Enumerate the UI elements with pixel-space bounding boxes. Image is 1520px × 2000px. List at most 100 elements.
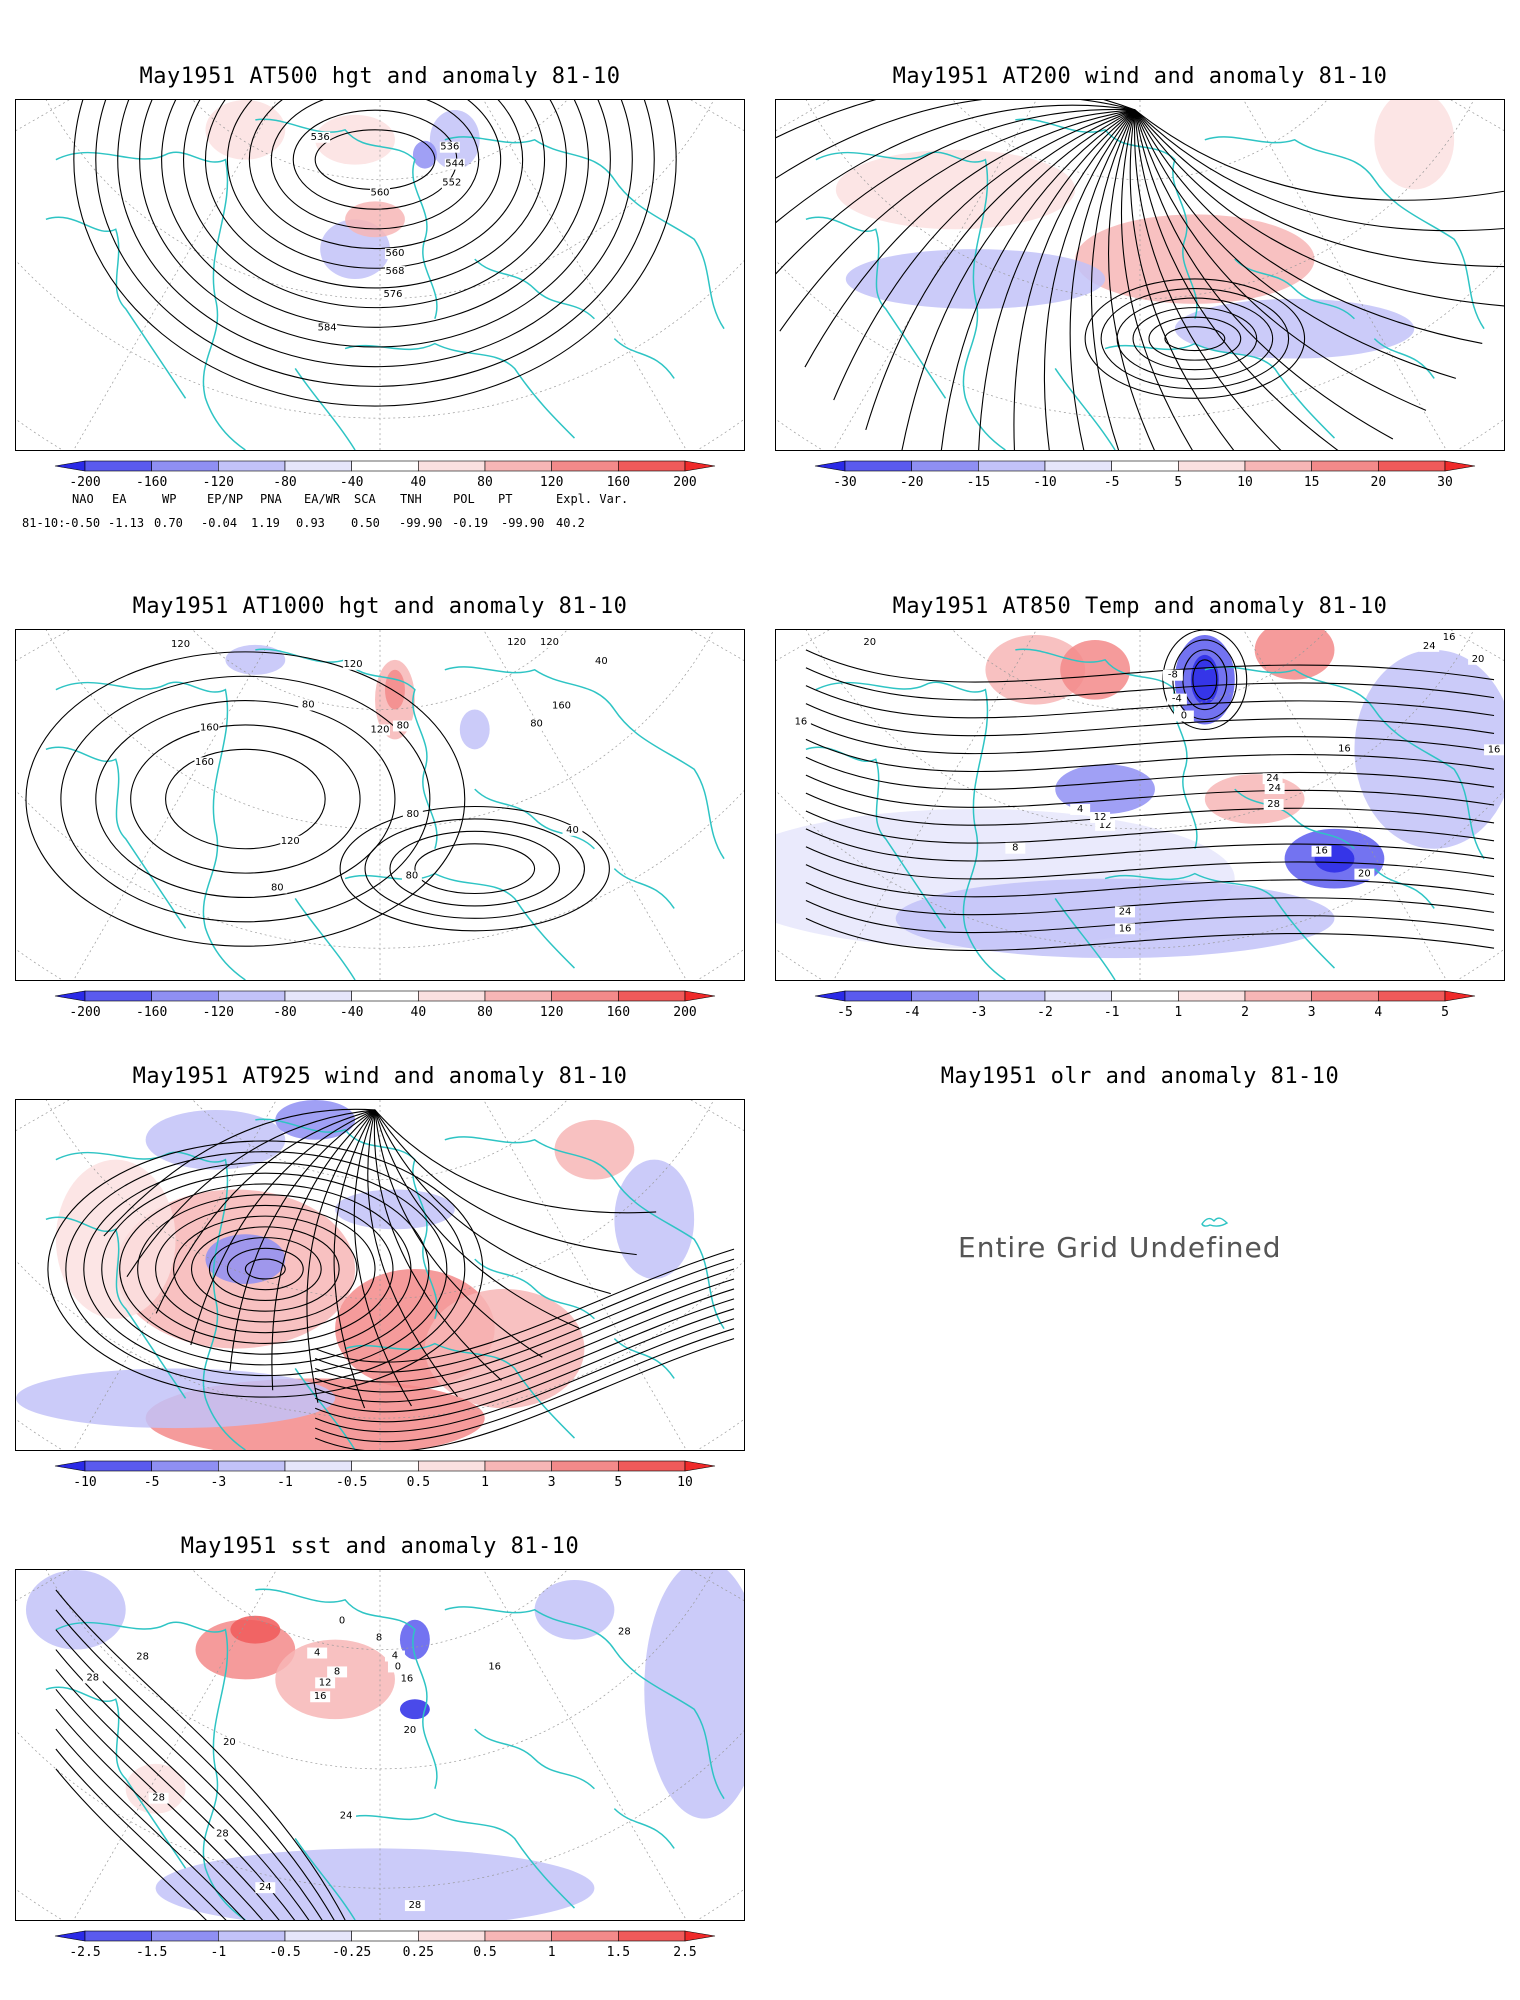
map-at925 [16, 1100, 744, 1450]
teleconnection-header: NAO [72, 492, 94, 506]
contour-label: -8 [1168, 670, 1178, 681]
teleconnection-header: EP/NP [207, 492, 244, 506]
colorbar-swatch [484, 990, 552, 1002]
contour-label: 28 [152, 1793, 165, 1804]
colorbar-tick-label: -10 [73, 1475, 96, 1490]
map-panel-at850: 20 16 16 12 8 4 -8 -4 0 16 24 24 28 24 16 12 16 20 24 20 16 [775, 629, 1505, 981]
contour-label: 20 [863, 637, 876, 648]
colorbar-tick-label: 2.5 [673, 1945, 696, 1960]
contour-label: 160 [552, 701, 571, 712]
anomaly-shading [145, 1109, 286, 1170]
colorbar-tick-label: -160 [136, 475, 167, 490]
colorbar-arrow-high [684, 1930, 716, 1942]
colorbar-tick-label: 160 [607, 1005, 630, 1020]
map-at200 [776, 100, 1504, 450]
contour-label: 20 [1358, 869, 1371, 880]
colorbar-swatch [84, 1460, 152, 1472]
colorbar-tick-label: 10 [1237, 475, 1253, 490]
contour-label: 16 [488, 1661, 501, 1672]
contour-label: 80 [302, 700, 315, 711]
anomaly-shading [16, 1368, 336, 1429]
contour-lines [55, 1589, 346, 1920]
colorbar-arrow-low [814, 990, 846, 1002]
colorbar-swatch [551, 1460, 619, 1472]
colorbar-swatch [151, 1930, 219, 1942]
coastline [45, 118, 725, 450]
colorbar-arrow-high [1444, 990, 1476, 1002]
colorbar-swatch [844, 990, 912, 1002]
contour-label: 4 [314, 1648, 320, 1659]
contour-label: 80 [271, 883, 284, 894]
colorbar-tick-label: -30 [833, 475, 856, 490]
colorbar-tick-label: -10 [1033, 475, 1056, 490]
colorbar-swatch [618, 1460, 686, 1472]
contour-label: 16 [1119, 923, 1132, 934]
colorbar-tick-label: -0.5 [336, 1475, 367, 1490]
colorbar-tick-label: 5 [614, 1475, 622, 1490]
anomaly-shading [315, 114, 395, 165]
colorbar-tick-label: 2 [1241, 1005, 1249, 1020]
map-panel-sst: 24 28 28 20 16 12 8 4 0 8 0 4 16 20 28 16 24 28 28 28 [15, 1569, 745, 1921]
contour-label: 8 [1012, 843, 1018, 854]
colorbar-swatch [218, 460, 286, 472]
contour-label: 80 [397, 720, 410, 731]
anomaly-shading [1060, 639, 1131, 700]
colorbar-swatch [351, 1930, 419, 1942]
panel-title-sst: May1951 sst and anomaly 81-10 [180, 1534, 580, 1559]
anomaly-shading [644, 1570, 744, 1819]
contour-label: 12 [319, 1677, 332, 1688]
contour-label: 16 [1315, 846, 1328, 857]
colorbar-swatch [1244, 460, 1312, 472]
colorbar-swatch [1244, 990, 1312, 1002]
colorbar-tick-label: -0.25 [332, 1945, 371, 1960]
teleconnection-value: 0.70 [154, 516, 183, 530]
colorbar-at200: -30 -20 -15 -10 -5 5 10 15 20 30 [814, 459, 1476, 499]
contour-label: 8 [376, 1633, 382, 1644]
undefined-grid-message: Entire Grid Undefined [958, 1231, 1282, 1264]
anomaly-shading [459, 709, 490, 750]
colorbar-tick-label: 0.5 [407, 1475, 430, 1490]
teleconnection-header: Expl. Var. [556, 492, 629, 506]
contour-label: 16 [795, 716, 808, 727]
colorbar-arrow-high [684, 990, 716, 1002]
coastline [45, 1588, 725, 1920]
contour-label: 28 [618, 1627, 631, 1638]
colorbar-tick-label: -80 [273, 475, 296, 490]
colorbar-swatch [618, 990, 686, 1002]
colorbar-arrow-high [684, 460, 716, 472]
colorbar-swatch [84, 460, 152, 472]
anomaly-shading [1190, 654, 1219, 705]
teleconnection-value: 0.50 [351, 516, 380, 530]
contour-label: 160 [200, 722, 219, 733]
anomaly-shading [230, 1615, 281, 1644]
teleconnection-value: -99.90 [501, 516, 545, 530]
graticule [16, 100, 744, 450]
teleconnection-header: EA/WR [304, 492, 341, 506]
colorbar-arrow-low [54, 1460, 86, 1472]
graticule [16, 1570, 744, 1920]
colorbar-arrow-low [54, 990, 86, 1002]
anomaly-shading [399, 1699, 430, 1720]
teleconnection-header: WP [162, 492, 177, 506]
anomaly-shading [534, 1579, 615, 1640]
colorbar-tick-label: 160 [607, 475, 630, 490]
teleconnection-value: -0.50 [64, 516, 101, 530]
anomaly-shading [429, 109, 480, 170]
map-at1000: 120 120 80 160 120 160 120 80 80 160 120 40 80 80 40 80… [16, 630, 744, 980]
contour-label: 28 [409, 1900, 422, 1911]
contour-label: 40 [595, 656, 608, 667]
teleconnection-header: SCA [354, 492, 376, 506]
contour-label: 16 [1488, 744, 1501, 755]
colorbar-swatch [551, 990, 619, 1002]
contour-lines [73, 100, 677, 407]
colorbar-tick-label: -120 [203, 1005, 234, 1020]
teleconnection-header: EA [112, 492, 127, 506]
contour-label: 120 [540, 637, 559, 648]
contour-label: 120 [371, 724, 390, 735]
panel-title-at500: May1951 AT500 hgt and anomaly 81-10 [139, 64, 621, 89]
colorbar-tick-label: 15 [1304, 475, 1320, 490]
colorbar-swatch [551, 460, 619, 472]
